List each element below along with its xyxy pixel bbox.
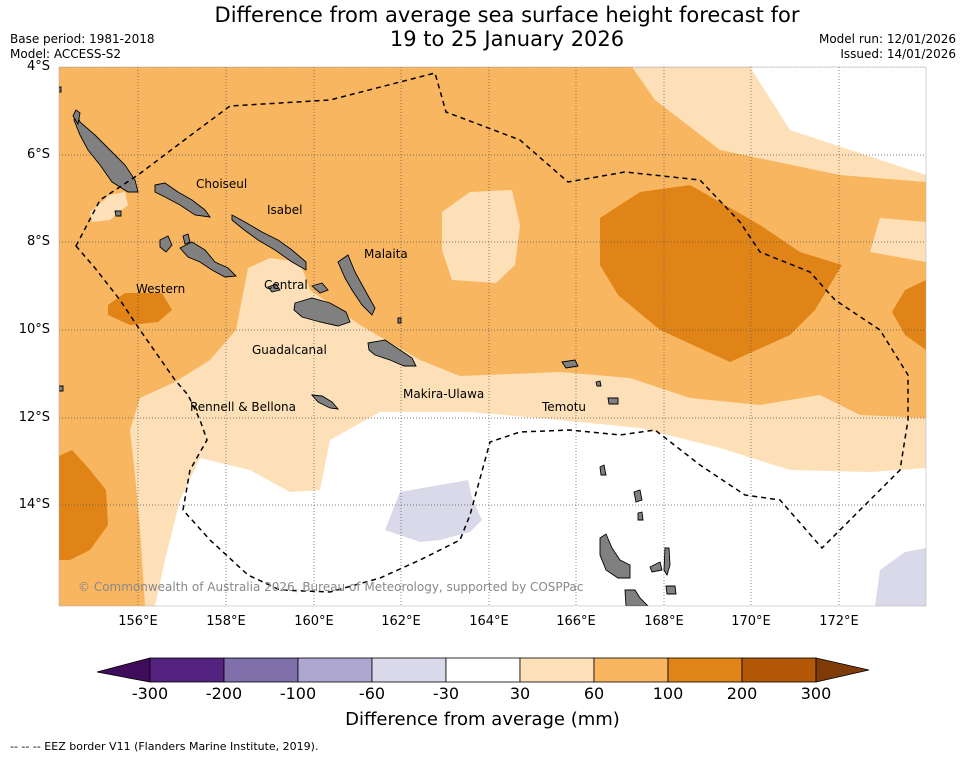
lat-label-6s: 6°S bbox=[26, 147, 50, 162]
contour-100-200-far-east bbox=[892, 280, 926, 350]
colorbar-band-4 bbox=[371, 657, 447, 683]
island-pentecost bbox=[663, 547, 671, 577]
colorbar-band-1 bbox=[149, 657, 225, 683]
island-santa-cruz bbox=[561, 359, 579, 369]
lon-label-164e: 164°E bbox=[469, 614, 509, 629]
place-isabel: Isabel bbox=[267, 203, 303, 217]
contour-30-60-island-west bbox=[90, 192, 128, 222]
contour-100-200-west bbox=[108, 293, 172, 325]
contour-neg-30-60-southeast bbox=[875, 548, 926, 606]
map-title: Difference from average sea surface heig… bbox=[0, 3, 965, 51]
island-bougainville bbox=[73, 110, 139, 193]
colorbar-tick: 100 bbox=[652, 684, 684, 703]
island-bougainville-north bbox=[72, 109, 81, 126]
colorbar-tick: -300 bbox=[131, 684, 169, 703]
island-guadalcanal bbox=[293, 297, 351, 327]
island-small-2 bbox=[607, 397, 619, 405]
island-small-6 bbox=[114, 210, 122, 217]
island-choiseul bbox=[154, 182, 211, 218]
island-vella-lavella bbox=[159, 235, 173, 253]
island-small-8 bbox=[59, 385, 64, 392]
eez-solomon-islands bbox=[75, 72, 909, 593]
island-banks bbox=[633, 489, 643, 503]
island-small-5 bbox=[182, 233, 191, 245]
place-rennell-bellona: Rennell & Bellona bbox=[190, 400, 297, 414]
lat-label-4s: 4°S bbox=[26, 59, 50, 74]
lon-label-162e: 162°E bbox=[381, 614, 421, 629]
colorbar-tick: 300 bbox=[800, 684, 832, 703]
lon-label-170e: 170°E bbox=[731, 614, 771, 629]
lon-label-158e: 158°E bbox=[206, 614, 246, 629]
island-maewo bbox=[649, 561, 663, 573]
title-line-1: Difference from average sea surface heig… bbox=[214, 3, 800, 27]
colorbar-tick: 60 bbox=[583, 684, 605, 703]
title-line-2: 19 to 25 January 2026 bbox=[389, 27, 625, 51]
eez-legend-footnote: -- -- -- EEZ border V11 (Flanders Marine… bbox=[10, 740, 319, 753]
place-western: Western bbox=[136, 282, 186, 296]
colorbar-tick: -200 bbox=[205, 684, 243, 703]
place-temotu: Temotu bbox=[542, 400, 587, 414]
issued-date: Issued: 14/01/2026 bbox=[840, 47, 956, 61]
graticule bbox=[59, 67, 926, 606]
place-malaita: Malaita bbox=[364, 247, 408, 261]
island-small-1 bbox=[595, 380, 602, 387]
eez-borders bbox=[75, 72, 909, 593]
island-new-georgia bbox=[179, 241, 237, 278]
colorbar-band-5 bbox=[445, 657, 521, 683]
colorbar-tick: 30 bbox=[509, 684, 531, 703]
colorbar-extend-high bbox=[815, 657, 870, 683]
island-florida bbox=[311, 282, 329, 294]
lon-label-168e: 168°E bbox=[644, 614, 684, 629]
contour-neg-30-60-south bbox=[385, 480, 482, 542]
base-period: Base period: 1981-2018 bbox=[10, 32, 155, 46]
island-small-7 bbox=[397, 317, 402, 324]
colorbar-band-2 bbox=[223, 657, 299, 683]
lon-label-166e: 166°E bbox=[556, 614, 596, 629]
colorbar-band-3 bbox=[297, 657, 373, 683]
colorbar-tick: -60 bbox=[358, 684, 386, 703]
contour-30-60-island bbox=[442, 190, 520, 283]
lon-label-156e: 156°E bbox=[118, 614, 158, 629]
place-guadalcanal: Guadalcanal bbox=[252, 343, 327, 357]
meta-right: Model run: 12/01/2026 Issued: 14/01/2026 bbox=[819, 32, 956, 62]
colorbar-band-8 bbox=[667, 657, 743, 683]
model-run: Model run: 12/01/2026 bbox=[818, 32, 956, 46]
land-masses bbox=[59, 86, 677, 606]
map-frame bbox=[58, 66, 927, 607]
lon-label-172e: 172°E bbox=[819, 614, 859, 629]
island-ambae bbox=[665, 585, 677, 595]
island-small-4 bbox=[637, 511, 644, 521]
colorbar bbox=[96, 657, 870, 683]
island-rennell bbox=[310, 394, 340, 410]
colorbar-extend-low bbox=[96, 657, 151, 683]
place-choiseul: Choiseul bbox=[196, 177, 248, 191]
colorbar-tick: -30 bbox=[432, 684, 460, 703]
island-malaita bbox=[337, 254, 376, 316]
colorbar-band-6 bbox=[519, 657, 595, 683]
lon-label-160e: 160°E bbox=[294, 614, 334, 629]
colorbar-tick: -100 bbox=[279, 684, 317, 703]
island-isabel bbox=[231, 214, 307, 271]
colorbar-tick: 200 bbox=[726, 684, 758, 703]
place-makira-ulawa: Makira-Ulawa bbox=[403, 387, 485, 401]
lat-label-12s: 12°S bbox=[18, 410, 50, 425]
island-makira bbox=[367, 339, 417, 367]
colorbar-label: Difference from average (mm) bbox=[345, 709, 620, 730]
colorbar-band-9 bbox=[741, 657, 817, 683]
meta-left: Base period: 1981-2018 Model: ACCESS-S2 bbox=[10, 32, 155, 62]
island-small-3 bbox=[599, 464, 607, 476]
island-russell bbox=[267, 283, 281, 293]
island-malakula bbox=[624, 589, 649, 606]
copyright-notice: © Commonwealth of Australia 2026, Bureau… bbox=[78, 580, 584, 594]
island-espiritu-santo bbox=[599, 533, 631, 579]
lat-label-14s: 14°S bbox=[18, 497, 50, 512]
lat-label-8s: 8°S bbox=[26, 234, 50, 249]
island-small-9 bbox=[59, 86, 62, 93]
place-central: Central bbox=[264, 278, 308, 292]
model-name: Model: ACCESS-S2 bbox=[10, 47, 122, 61]
colorbar-band-7 bbox=[593, 657, 669, 683]
contour-100-200-east bbox=[600, 185, 842, 362]
lat-label-10s: 10°S bbox=[18, 322, 50, 337]
